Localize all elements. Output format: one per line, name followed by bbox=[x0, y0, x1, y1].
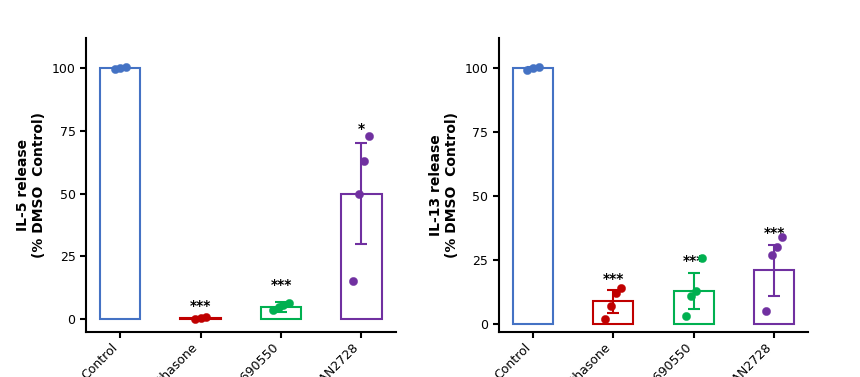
Point bbox=[200, 314, 213, 320]
Point bbox=[266, 307, 280, 313]
Point bbox=[679, 313, 692, 319]
Point bbox=[119, 64, 132, 70]
Y-axis label: IL-5 release
(% DMSO  Control): IL-5 release (% DMSO Control) bbox=[16, 112, 46, 258]
Point bbox=[609, 290, 623, 296]
Point bbox=[770, 244, 783, 250]
Point bbox=[352, 190, 365, 196]
Bar bbox=[341, 193, 382, 319]
Point bbox=[531, 64, 545, 70]
Point bbox=[108, 66, 121, 72]
Point bbox=[277, 302, 291, 308]
Text: ***: *** bbox=[764, 226, 785, 240]
Point bbox=[272, 303, 286, 310]
Point bbox=[690, 288, 703, 294]
Point bbox=[526, 65, 540, 71]
Bar bbox=[261, 307, 301, 319]
Point bbox=[765, 252, 778, 258]
Bar bbox=[673, 291, 714, 324]
Text: ***: *** bbox=[603, 272, 624, 286]
Text: *: * bbox=[358, 122, 365, 136]
Y-axis label: IL-13 release
(% DMSO  Control): IL-13 release (% DMSO Control) bbox=[429, 112, 459, 258]
Bar bbox=[513, 68, 553, 324]
Bar bbox=[593, 301, 634, 324]
Point bbox=[604, 303, 617, 309]
Point bbox=[282, 300, 296, 306]
Point bbox=[357, 158, 371, 164]
Point bbox=[685, 293, 698, 299]
Point bbox=[520, 67, 534, 73]
Point bbox=[347, 279, 360, 285]
Point bbox=[363, 133, 377, 139]
Point bbox=[759, 308, 773, 314]
Point bbox=[695, 254, 709, 261]
Point bbox=[615, 285, 629, 291]
Bar bbox=[100, 68, 140, 319]
Point bbox=[194, 315, 207, 321]
Point bbox=[114, 65, 127, 71]
Text: ***: *** bbox=[683, 254, 704, 268]
Point bbox=[599, 316, 612, 322]
Text: ***: *** bbox=[270, 277, 292, 291]
Bar bbox=[181, 318, 221, 319]
Bar bbox=[754, 270, 795, 324]
Text: ***: *** bbox=[190, 299, 212, 313]
Point bbox=[776, 234, 789, 240]
Point bbox=[188, 316, 202, 322]
